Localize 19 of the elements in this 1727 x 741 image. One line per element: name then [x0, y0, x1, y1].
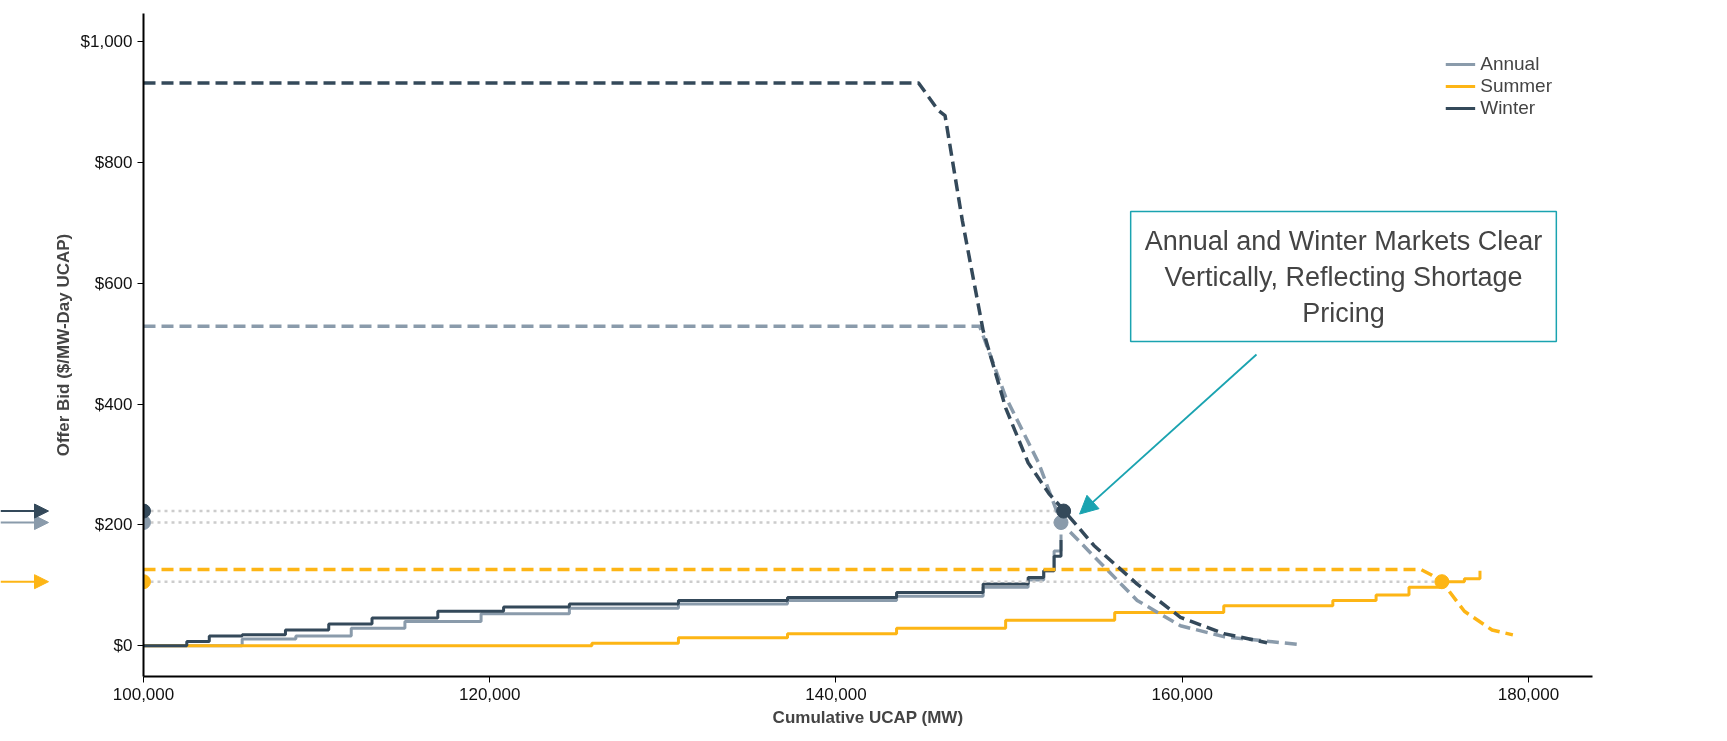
x-tick-label: 180,000 — [1497, 684, 1560, 704]
x-tick-label: 140,000 — [805, 684, 867, 704]
line-series — [143, 567, 1515, 637]
y-tick-label: $0 — [113, 636, 133, 656]
y-tick-label: $600 — [94, 273, 133, 293]
annotation: Annual and Winter Markets Clear Vertically, Reflecting Shortage Pricing — [1144, 225, 1543, 328]
legend-label: Winter — [1480, 97, 1536, 119]
x-tick-label: 100,000 — [112, 684, 175, 704]
legend-label: Annual — [1480, 53, 1540, 75]
y-tick-label: $400 — [94, 394, 133, 414]
x-axis-title: Cumulative UCAP (MW) — [772, 707, 964, 727]
y-tick-label: $1,000 — [80, 32, 133, 52]
legend-label: Summer — [1480, 75, 1552, 97]
y-tick-label: $800 — [94, 153, 133, 173]
y-axis-title: Offer Bid ($/MW-Day UCAP) — [53, 233, 73, 457]
y-tick-label: $200 — [94, 515, 133, 535]
line-series — [143, 324, 1300, 647]
x-tick-label: 120,000 — [459, 684, 521, 704]
x-tick-label: 160,000 — [1151, 684, 1213, 704]
